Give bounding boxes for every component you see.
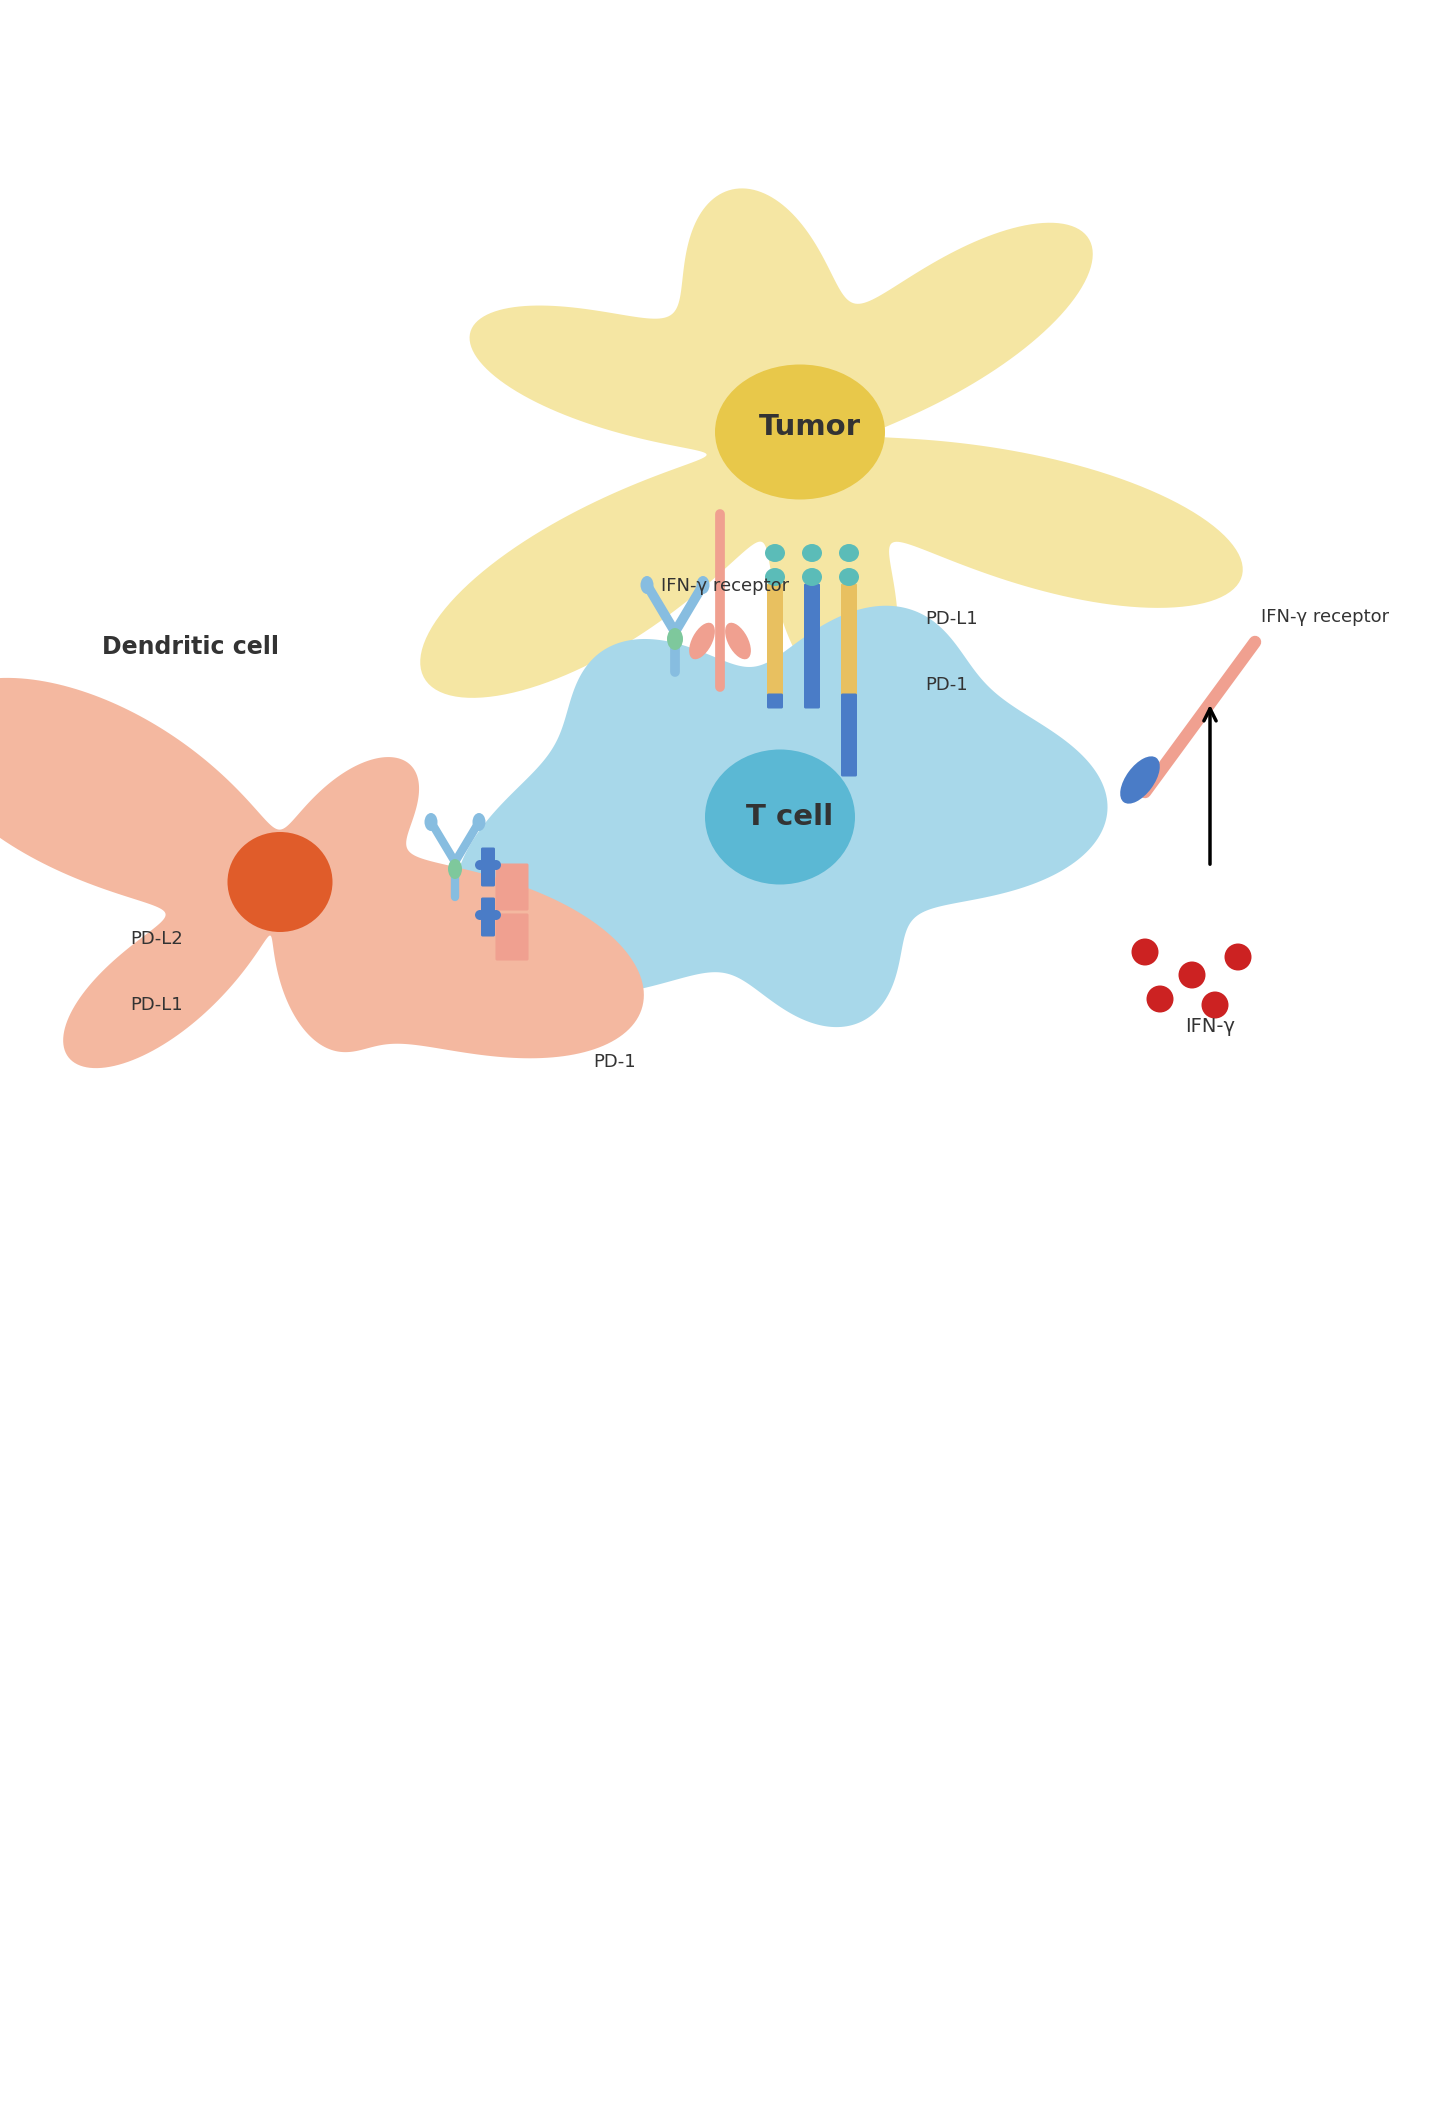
FancyBboxPatch shape bbox=[841, 583, 857, 696]
FancyBboxPatch shape bbox=[481, 847, 495, 887]
Ellipse shape bbox=[840, 545, 860, 562]
Text: Dendritic cell: Dendritic cell bbox=[101, 636, 278, 659]
Text: PD-1: PD-1 bbox=[924, 676, 968, 693]
Ellipse shape bbox=[765, 568, 785, 587]
Ellipse shape bbox=[491, 859, 501, 870]
Ellipse shape bbox=[716, 364, 886, 500]
FancyBboxPatch shape bbox=[804, 693, 819, 708]
Ellipse shape bbox=[726, 623, 750, 659]
Ellipse shape bbox=[802, 568, 822, 587]
Text: PD-1: PD-1 bbox=[593, 1053, 636, 1072]
Ellipse shape bbox=[448, 859, 462, 878]
Polygon shape bbox=[0, 679, 644, 1068]
Ellipse shape bbox=[840, 568, 860, 587]
Circle shape bbox=[1132, 938, 1159, 966]
Ellipse shape bbox=[641, 576, 654, 593]
Text: Tumor: Tumor bbox=[759, 413, 861, 440]
Circle shape bbox=[1178, 961, 1205, 989]
Ellipse shape bbox=[690, 623, 714, 659]
Ellipse shape bbox=[1120, 757, 1159, 804]
Text: IFN-γ: IFN-γ bbox=[1185, 1017, 1236, 1036]
Text: T cell: T cell bbox=[746, 804, 834, 832]
Text: IFN-γ receptor: IFN-γ receptor bbox=[1261, 608, 1390, 625]
Circle shape bbox=[1224, 944, 1251, 970]
FancyBboxPatch shape bbox=[768, 693, 783, 708]
FancyBboxPatch shape bbox=[804, 583, 819, 696]
Ellipse shape bbox=[802, 545, 822, 562]
FancyBboxPatch shape bbox=[841, 693, 857, 776]
Circle shape bbox=[1201, 991, 1228, 1019]
Ellipse shape bbox=[667, 627, 683, 651]
Circle shape bbox=[1146, 985, 1174, 1012]
FancyBboxPatch shape bbox=[481, 898, 495, 936]
FancyBboxPatch shape bbox=[768, 583, 783, 696]
Text: PD-L2: PD-L2 bbox=[130, 929, 183, 949]
Ellipse shape bbox=[475, 910, 485, 921]
Ellipse shape bbox=[706, 749, 855, 885]
Text: PD-L1: PD-L1 bbox=[924, 610, 978, 627]
Ellipse shape bbox=[491, 910, 501, 921]
Ellipse shape bbox=[425, 813, 438, 832]
Ellipse shape bbox=[765, 545, 785, 562]
FancyBboxPatch shape bbox=[495, 912, 528, 961]
Polygon shape bbox=[454, 606, 1107, 1027]
Ellipse shape bbox=[228, 832, 333, 932]
Text: PD-L1: PD-L1 bbox=[130, 995, 183, 1015]
Polygon shape bbox=[420, 189, 1243, 702]
FancyBboxPatch shape bbox=[495, 864, 528, 910]
Ellipse shape bbox=[472, 813, 485, 832]
Ellipse shape bbox=[697, 576, 710, 593]
Ellipse shape bbox=[475, 859, 485, 870]
Text: IFN-γ receptor: IFN-γ receptor bbox=[661, 576, 789, 596]
